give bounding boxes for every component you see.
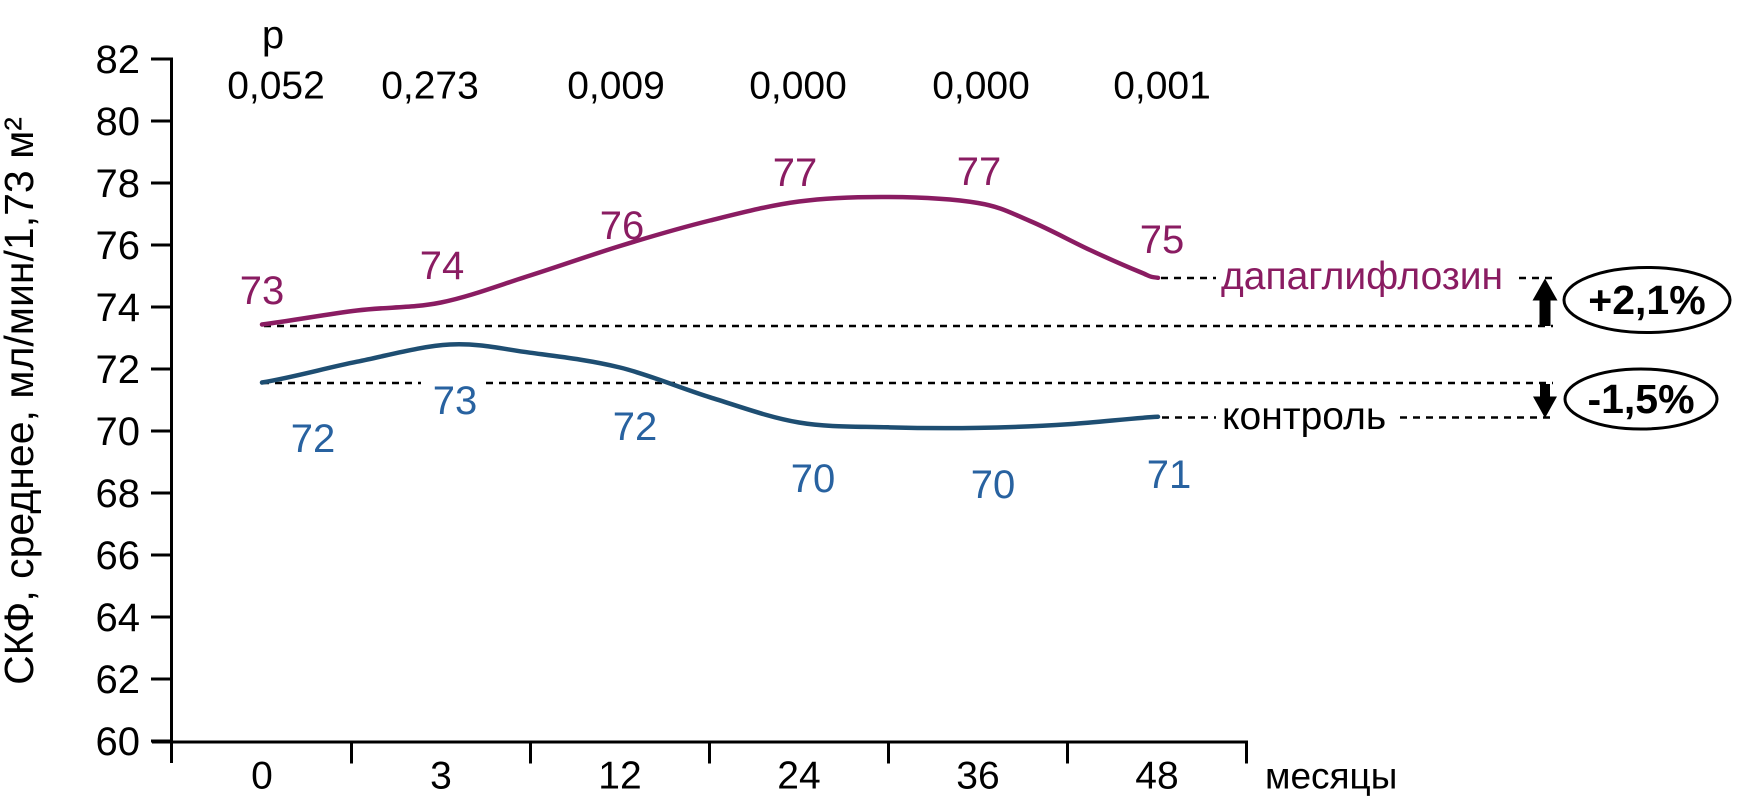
svg-text:62: 62: [96, 658, 141, 702]
svg-text:70: 70: [96, 410, 141, 454]
svg-text:72: 72: [291, 417, 336, 461]
svg-text:70: 70: [791, 457, 836, 501]
svg-text:СКФ, среднее, мл/мин/1,73 м²: СКФ, среднее, мл/мин/1,73 м²: [0, 117, 42, 685]
svg-text:80: 80: [96, 100, 141, 144]
svg-text:12: 12: [598, 755, 641, 798]
svg-text:месяцы: месяцы: [1265, 756, 1397, 797]
svg-text:контроль: контроль: [1222, 395, 1386, 438]
svg-text:66: 66: [96, 534, 141, 578]
svg-text:36: 36: [956, 755, 999, 798]
svg-text:77: 77: [773, 151, 818, 195]
svg-text:3: 3: [430, 755, 452, 798]
svg-text:-1,5%: -1,5%: [1587, 376, 1694, 422]
svg-text:73: 73: [433, 379, 478, 423]
svg-text:76: 76: [600, 204, 645, 248]
svg-text:74: 74: [420, 244, 465, 288]
svg-text:77: 77: [957, 150, 1002, 194]
svg-text:0,009: 0,009: [567, 65, 665, 108]
svg-text:60: 60: [96, 720, 141, 764]
svg-text:0,273: 0,273: [381, 65, 479, 108]
svg-text:75: 75: [1140, 218, 1185, 262]
svg-text:73: 73: [240, 269, 285, 313]
svg-text:82: 82: [96, 38, 141, 82]
svg-text:0,000: 0,000: [749, 65, 847, 108]
svg-text:дапаглифлозин: дапаглифлозин: [1221, 255, 1503, 298]
svg-text:0: 0: [251, 755, 273, 798]
svg-text:72: 72: [613, 405, 658, 449]
svg-text:24: 24: [777, 755, 820, 798]
svg-text:68: 68: [96, 472, 141, 516]
svg-text:78: 78: [96, 162, 141, 206]
svg-text:0,000: 0,000: [932, 65, 1030, 108]
svg-text:64: 64: [96, 596, 141, 640]
svg-text:0,001: 0,001: [1113, 65, 1211, 108]
svg-text:+2,1%: +2,1%: [1588, 277, 1705, 323]
svg-text:76: 76: [96, 224, 141, 268]
svg-text:48: 48: [1135, 755, 1178, 798]
svg-text:0,052: 0,052: [227, 65, 325, 108]
svg-text:74: 74: [96, 286, 141, 330]
svg-text:70: 70: [971, 463, 1016, 507]
svg-text:p: p: [262, 13, 284, 57]
svg-text:71: 71: [1147, 453, 1192, 497]
svg-text:72: 72: [96, 348, 141, 392]
